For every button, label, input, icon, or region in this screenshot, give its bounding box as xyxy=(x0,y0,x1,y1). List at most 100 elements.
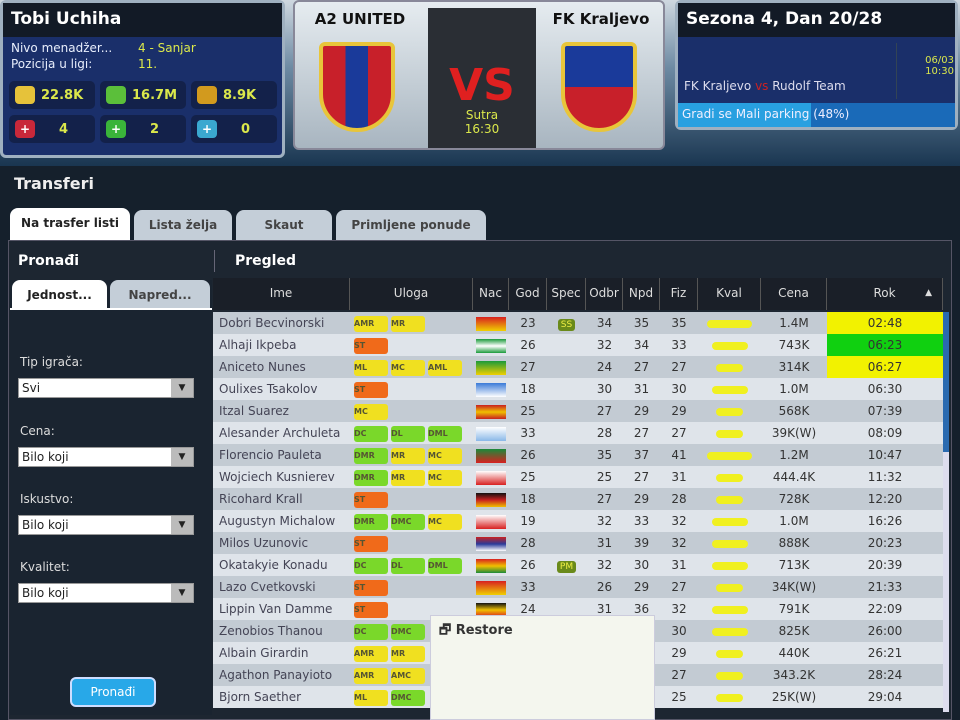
stars-icon xyxy=(711,385,748,394)
search-tab-advanced[interactable]: Napred... xyxy=(110,280,210,310)
level-value: 4 - Sanjar xyxy=(138,41,196,55)
filter-select[interactable]: Bilo koji ▼ xyxy=(18,583,194,603)
table-row[interactable]: Oulixes Tsakolov ST 18 30 31 30 1.0M 06:30 xyxy=(213,378,943,400)
deadline: 26:00 xyxy=(867,624,903,638)
attack: 27 xyxy=(633,470,650,484)
defense: 25 xyxy=(596,470,613,484)
fixture-time: 10:30 xyxy=(925,66,954,77)
role-badge: ML xyxy=(354,689,388,706)
scrollbar[interactable] xyxy=(943,312,949,712)
player-name: Itzal Suarez xyxy=(219,404,289,418)
context-menu: 🗗 Restore xyxy=(430,615,655,720)
sort-ascending-icon[interactable]: ▲ xyxy=(925,288,932,298)
role-badge: ST xyxy=(354,337,388,354)
home-team-crest xyxy=(319,42,395,132)
filter-select[interactable]: Bilo koji ▼ xyxy=(18,515,194,535)
specialty xyxy=(547,334,586,356)
player-name: Lippin Van Damme xyxy=(219,602,333,616)
context-menu-restore[interactable]: 🗗 Restore xyxy=(431,616,654,648)
price: 1.0M xyxy=(779,514,809,528)
table-row[interactable]: Lippin Van Damme ST 24 31 36 32 791K 22:09 xyxy=(213,598,943,620)
age: 18 xyxy=(520,492,536,506)
age: 33 xyxy=(520,426,536,440)
column-header-fiz[interactable]: Fiz xyxy=(660,278,698,310)
age: 26 xyxy=(520,558,536,572)
chevron-down-icon: ▼ xyxy=(171,379,193,397)
player-roles: ST xyxy=(350,378,473,400)
specialty xyxy=(547,510,586,532)
filter-select[interactable]: Bilo koji ▼ xyxy=(18,447,194,467)
filter-label: Cena: xyxy=(20,424,55,438)
flag-uy-icon xyxy=(476,426,506,441)
column-header-label: Uloga xyxy=(393,286,429,300)
player-name: Alhaji Ikpeba xyxy=(219,338,297,352)
role-badge: DL xyxy=(391,425,425,442)
quality-stars xyxy=(698,576,761,598)
role-badge: DMR xyxy=(354,447,388,464)
defense: 35 xyxy=(596,448,613,462)
quality-stars xyxy=(698,356,761,378)
table-row[interactable]: Milos Uzunovic ST 28 31 39 32 888K 20:23 xyxy=(213,532,943,554)
column-header-god[interactable]: God xyxy=(509,278,547,310)
stars-icon xyxy=(716,649,743,658)
stat-red-medkit: +4 xyxy=(9,115,95,143)
filter-label: Kvalitet: xyxy=(20,560,70,574)
column-header-spec[interactable]: Spec xyxy=(547,278,586,310)
physical: 27 xyxy=(671,360,687,374)
defense: 24 xyxy=(596,360,613,374)
table-row[interactable]: Dobri Becvinorski AMR MR 23 SS 34 35 35 1.4M 02:4… xyxy=(213,312,943,334)
player-roles: DC DL DML xyxy=(350,422,473,444)
attack: 29 xyxy=(633,492,650,506)
physical: 27 xyxy=(671,580,687,594)
column-header-label: Spec xyxy=(551,286,581,300)
column-header-rok[interactable]: Rok ▲ xyxy=(827,278,943,310)
column-header-kval[interactable]: Kval xyxy=(698,278,761,310)
table-row[interactable]: Augustyn Michalow DMR DMC MC 19 32 33 32 1.0M 16:… xyxy=(213,510,943,532)
quality-stars xyxy=(698,378,761,400)
chevron-down-icon: ▼ xyxy=(171,516,193,534)
player-name: Ricohard Krall xyxy=(219,492,303,506)
player-name: Okatakyie Konadu xyxy=(219,558,328,572)
fans-icon xyxy=(15,86,35,104)
filter-value: Bilo koji xyxy=(22,586,69,600)
column-header-nac[interactable]: Nac xyxy=(473,278,509,310)
deadline: 06:30 xyxy=(867,382,903,396)
token-icon xyxy=(197,86,217,104)
physical: 32 xyxy=(671,536,687,550)
role-badge: MC xyxy=(391,359,425,376)
column-header-label: Odbr xyxy=(589,286,619,300)
search-tab-simple[interactable]: Jednost... xyxy=(12,280,107,310)
table-row[interactable]: Aniceto Nunes ML MC AML 27 24 27 27 314K 06:27 xyxy=(213,356,943,378)
filter-label: Tip igrača: xyxy=(20,355,83,369)
specialty xyxy=(547,576,586,598)
table-row[interactable]: Ricohard Krall ST 18 27 29 28 728K 12:20 xyxy=(213,488,943,510)
physical: 30 xyxy=(671,382,687,396)
player-name: Lazo Cvetkovski xyxy=(219,580,316,594)
table-row[interactable]: Wojciech Kusnierev DMR MR MC 25 25 27 31 444.4K 1… xyxy=(213,466,943,488)
player-name: Agathon Panayioto xyxy=(219,668,333,682)
tab-na-trasfer-listi[interactable]: Na trasfer listi xyxy=(10,208,130,240)
player-roles: DMR MR MC xyxy=(350,466,473,488)
column-header-npd[interactable]: Npd xyxy=(623,278,660,310)
tab-skaut[interactable]: Skaut xyxy=(236,210,332,240)
tab-lista-želja[interactable]: Lista želja xyxy=(134,210,232,240)
stat-value: 4 xyxy=(59,121,69,137)
defense: 32 xyxy=(596,338,613,352)
column-header-ime[interactable]: Ime xyxy=(213,278,350,310)
table-row[interactable]: Florencio Pauleta DMR MR MC 26 35 37 41 1.2M 10:4… xyxy=(213,444,943,466)
player-name: Dobri Becvinorski xyxy=(219,316,325,330)
column-header-cena[interactable]: Cena xyxy=(761,278,827,310)
search-button[interactable]: Pronađi xyxy=(70,677,156,707)
role-badge: DMR xyxy=(354,469,388,486)
nationality-flag xyxy=(473,466,509,488)
stat-value: 2 xyxy=(150,121,160,137)
table-row[interactable]: Alhaji Ikpeba ST 26 32 34 33 743K 06:23 xyxy=(213,334,943,356)
table-row[interactable]: Okatakyie Konadu DC DL DML 26 PM 32 30 31 713K 20:… xyxy=(213,554,943,576)
column-header-odbr[interactable]: Odbr xyxy=(586,278,623,310)
table-row[interactable]: Itzal Suarez MC 25 27 29 29 568K 07:39 xyxy=(213,400,943,422)
table-row[interactable]: Alesander Archuleta DC DL DML 33 28 27 27 39K(W)… xyxy=(213,422,943,444)
table-row[interactable]: Lazo Cvetkovski ST 33 26 29 27 34K(W) 21:33 xyxy=(213,576,943,598)
column-header-uloga[interactable]: Uloga xyxy=(350,278,473,310)
tab-primljene-ponude[interactable]: Primljene ponude xyxy=(336,210,486,240)
filter-select[interactable]: Svi ▼ xyxy=(18,378,194,398)
